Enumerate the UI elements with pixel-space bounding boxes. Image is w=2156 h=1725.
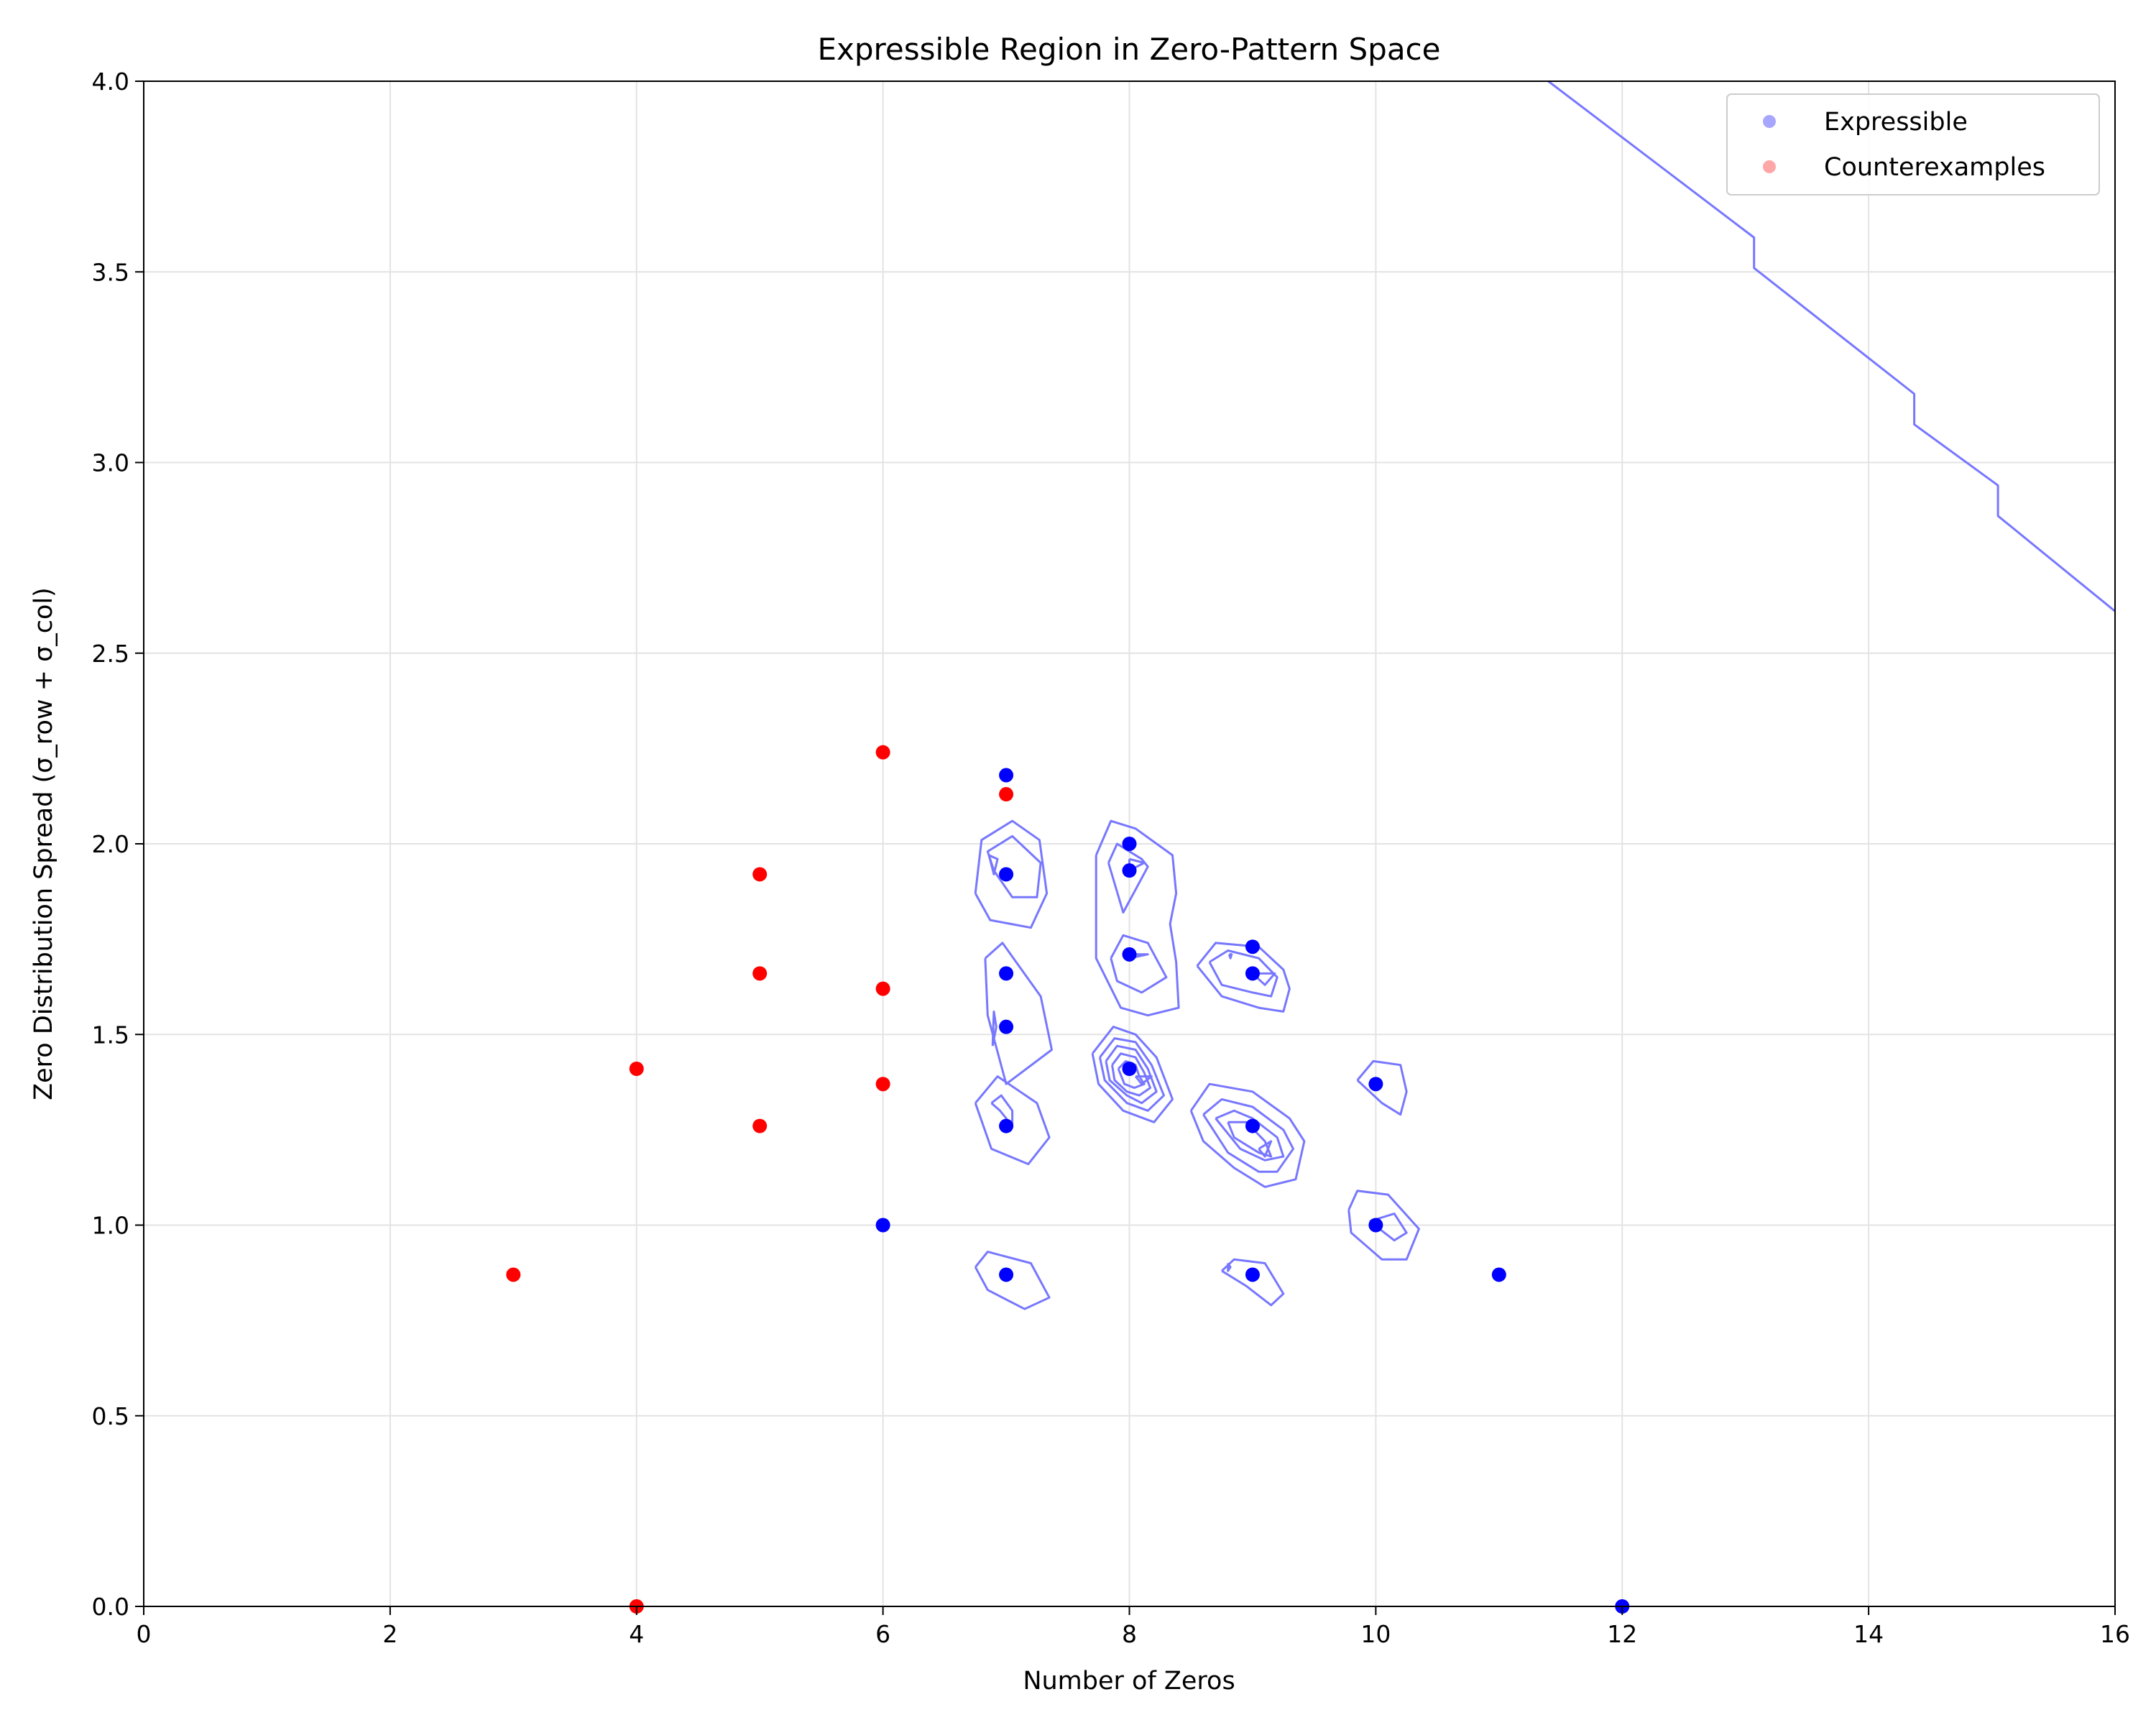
contour-line xyxy=(1251,972,1276,986)
x-tick-label: 6 xyxy=(875,1620,890,1648)
contour-line xyxy=(1110,934,1168,994)
contour-line xyxy=(974,1251,1051,1310)
y-tick-label: 1.5 xyxy=(92,1021,129,1049)
x-tick-label: 16 xyxy=(2100,1620,2130,1648)
contour-line xyxy=(1356,1059,1408,1116)
contour-line xyxy=(974,1075,1051,1166)
legend-box xyxy=(1726,93,2100,196)
y-tick-label: 0.0 xyxy=(92,1593,129,1621)
contour-line xyxy=(1368,1213,1408,1242)
contour-line xyxy=(1098,1037,1165,1112)
legend-marker-counterexamples xyxy=(1763,160,1776,173)
point-expressible xyxy=(1245,966,1260,981)
x-tick-label: 14 xyxy=(1853,1620,1884,1648)
contour-line xyxy=(1547,80,2116,612)
point-counterexamples xyxy=(629,1061,644,1076)
contour-line xyxy=(1117,1059,1146,1089)
contour-line xyxy=(1202,1098,1294,1173)
contour-line xyxy=(990,1094,1014,1128)
contour-line xyxy=(984,942,1053,1085)
legend-label-counterexamples: Counterexamples xyxy=(1824,153,2045,182)
legend-label-expressible: Expressible xyxy=(1824,108,1968,137)
contour-line xyxy=(1221,1258,1285,1307)
point-expressible xyxy=(999,1267,1014,1282)
contour-line xyxy=(986,834,1042,898)
x-tick-label: 4 xyxy=(629,1620,644,1648)
contour-line xyxy=(1258,1140,1273,1158)
y-tick-label: 3.0 xyxy=(92,449,129,477)
contour-line xyxy=(1095,819,1180,1017)
contour-line xyxy=(991,1010,998,1046)
contour-line xyxy=(1111,1052,1152,1097)
x-axis-ticks: 0 2 4 6 8 10 12 14 16 xyxy=(137,1606,2130,1648)
point-counterexamples xyxy=(999,787,1014,802)
y-axis-title: Zero Distribution Spread (σ_row + σ_col) xyxy=(29,587,58,1100)
contour-line xyxy=(974,819,1049,929)
point-expressible xyxy=(1245,1267,1260,1282)
contour-line xyxy=(1215,1109,1285,1162)
point-counterexamples xyxy=(875,981,890,996)
point-expressible xyxy=(999,1118,1014,1133)
point-counterexamples xyxy=(506,1267,521,1282)
point-counterexamples xyxy=(752,1118,768,1133)
legend: Expressible Counterexamples xyxy=(1726,93,2100,196)
contour-line xyxy=(1208,949,1279,998)
point-counterexamples xyxy=(875,745,890,760)
contour-line xyxy=(1105,1044,1158,1105)
y-tick-label: 1.0 xyxy=(92,1212,129,1240)
contour-line xyxy=(1189,1082,1306,1188)
point-expressible xyxy=(1122,947,1137,962)
y-tick-label: 3.5 xyxy=(92,258,129,286)
contour-lines xyxy=(974,80,2116,1310)
x-tick-label: 0 xyxy=(137,1620,152,1648)
point-expressible xyxy=(999,867,1014,882)
grid-lines xyxy=(143,80,2116,1607)
contour-line xyxy=(1227,1262,1232,1272)
y-tick-label: 2.0 xyxy=(92,830,129,858)
x-tick-label: 10 xyxy=(1360,1620,1391,1648)
point-expressible xyxy=(999,966,1014,981)
y-tick-label: 0.5 xyxy=(92,1402,129,1430)
x-tick-label: 2 xyxy=(382,1620,397,1648)
legend-marker-expressible xyxy=(1763,115,1776,128)
y-tick-label: 4.0 xyxy=(92,68,129,96)
contour-line xyxy=(1227,953,1233,960)
contour-line xyxy=(1134,1075,1153,1085)
x-tick-label: 12 xyxy=(1607,1620,1637,1648)
contour-line xyxy=(1091,1026,1174,1123)
contour-line xyxy=(987,854,999,875)
contour-line xyxy=(1196,942,1291,1013)
chart-title: Expressible Region in Zero-Pattern Space xyxy=(818,32,1441,67)
point-expressible xyxy=(999,768,1014,783)
point-expressible xyxy=(875,1218,890,1233)
point-expressible xyxy=(1122,1061,1137,1076)
x-axis-title: Number of Zeros xyxy=(1023,1667,1235,1696)
point-expressible xyxy=(1245,939,1260,954)
point-expressible xyxy=(1122,837,1137,851)
point-expressible xyxy=(1122,863,1137,878)
contour-line xyxy=(1227,1121,1273,1158)
point-expressible xyxy=(999,1019,1014,1034)
y-axis-ticks: 0.0 0.5 1.0 1.5 2.0 2.5 3.0 3.5 4.0 xyxy=(92,68,144,1621)
point-counterexamples xyxy=(752,966,768,981)
point-expressible xyxy=(1245,1118,1260,1133)
point-counterexamples xyxy=(875,1077,890,1092)
scatter-points xyxy=(506,745,1630,1614)
contour-line xyxy=(1348,1190,1420,1261)
contour-line xyxy=(1107,842,1149,914)
y-tick-label: 2.5 xyxy=(92,640,129,668)
point-expressible xyxy=(1491,1267,1506,1282)
point-expressible xyxy=(1368,1218,1383,1233)
point-counterexamples xyxy=(752,867,768,882)
x-tick-label: 8 xyxy=(1122,1620,1137,1648)
point-expressible xyxy=(1368,1077,1383,1092)
